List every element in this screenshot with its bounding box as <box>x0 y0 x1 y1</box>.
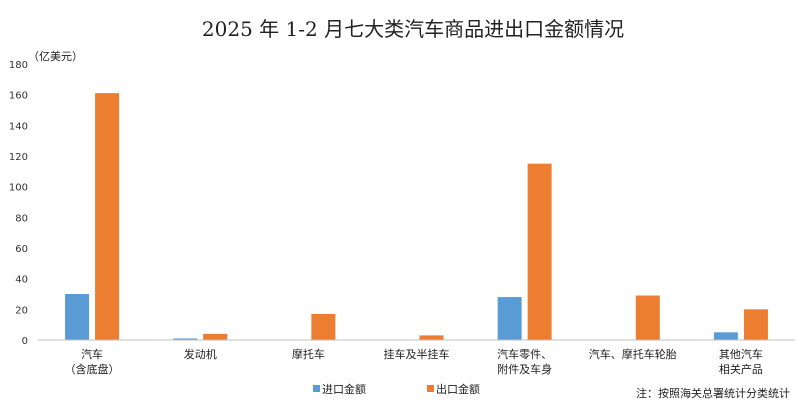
y-tick-label: 0 <box>22 336 28 347</box>
x-tick-label: 挂车及半挂车 <box>384 347 450 361</box>
y-tick-label: 180 <box>9 60 28 71</box>
y-axis-unit: （亿美元） <box>28 50 83 63</box>
source-note: 注：按照海关总署统计分类统计 <box>636 386 790 400</box>
y-tick-label: 80 <box>15 213 28 224</box>
bar-import <box>497 297 522 340</box>
legend-label: 进口金额 <box>322 382 366 396</box>
x-tick-label: 摩托车 <box>292 347 325 361</box>
x-tick-label: 汽车 <box>81 347 103 361</box>
y-axis: 0 20 40 60 80 100 120 140 160 180 <box>9 60 28 347</box>
y-tick-label: 120 <box>9 152 28 163</box>
y-tick-label: 160 <box>9 91 28 102</box>
bar-export <box>419 335 444 340</box>
bar-export <box>203 333 228 340</box>
bar-export <box>527 163 552 340</box>
legend-label: 出口金额 <box>436 382 480 396</box>
bars <box>65 93 768 340</box>
x-tick-label: 其他汽车 <box>719 347 763 361</box>
x-tick-label: （含底盘） <box>65 362 120 376</box>
bar-export <box>311 313 336 340</box>
y-tick-label: 140 <box>9 121 28 132</box>
legend-swatch <box>427 385 434 392</box>
chart-title: 2025 年 1-2 月七大类汽车商品进出口金额情况 <box>202 17 624 41</box>
x-tick-label: 汽车、摩托车轮胎 <box>589 347 677 361</box>
legend-swatch <box>313 385 320 392</box>
bar-export <box>95 93 120 340</box>
y-tick-label: 60 <box>15 244 28 255</box>
x-tick-label: 发动机 <box>184 347 217 361</box>
legend: 进口金额 出口金额 <box>313 382 480 396</box>
bar-export <box>743 309 768 340</box>
y-tick-label: 100 <box>9 183 28 194</box>
bar-export <box>635 295 660 340</box>
x-tick-label: 相关产品 <box>719 362 763 376</box>
y-tick-label: 40 <box>15 275 28 286</box>
y-tick-label: 20 <box>15 305 28 316</box>
x-tick-label: 汽车零件、 <box>497 347 552 361</box>
bar-import <box>713 332 738 340</box>
x-tick-label: 附件及车身 <box>497 362 552 376</box>
bar-import <box>65 294 90 340</box>
x-axis: 汽车（含底盘） 发动机 摩托车 挂车及半挂车 汽车零件、附件及车身 汽车、摩托车轮胎 其他汽… <box>65 347 763 376</box>
bar-import <box>173 338 198 340</box>
